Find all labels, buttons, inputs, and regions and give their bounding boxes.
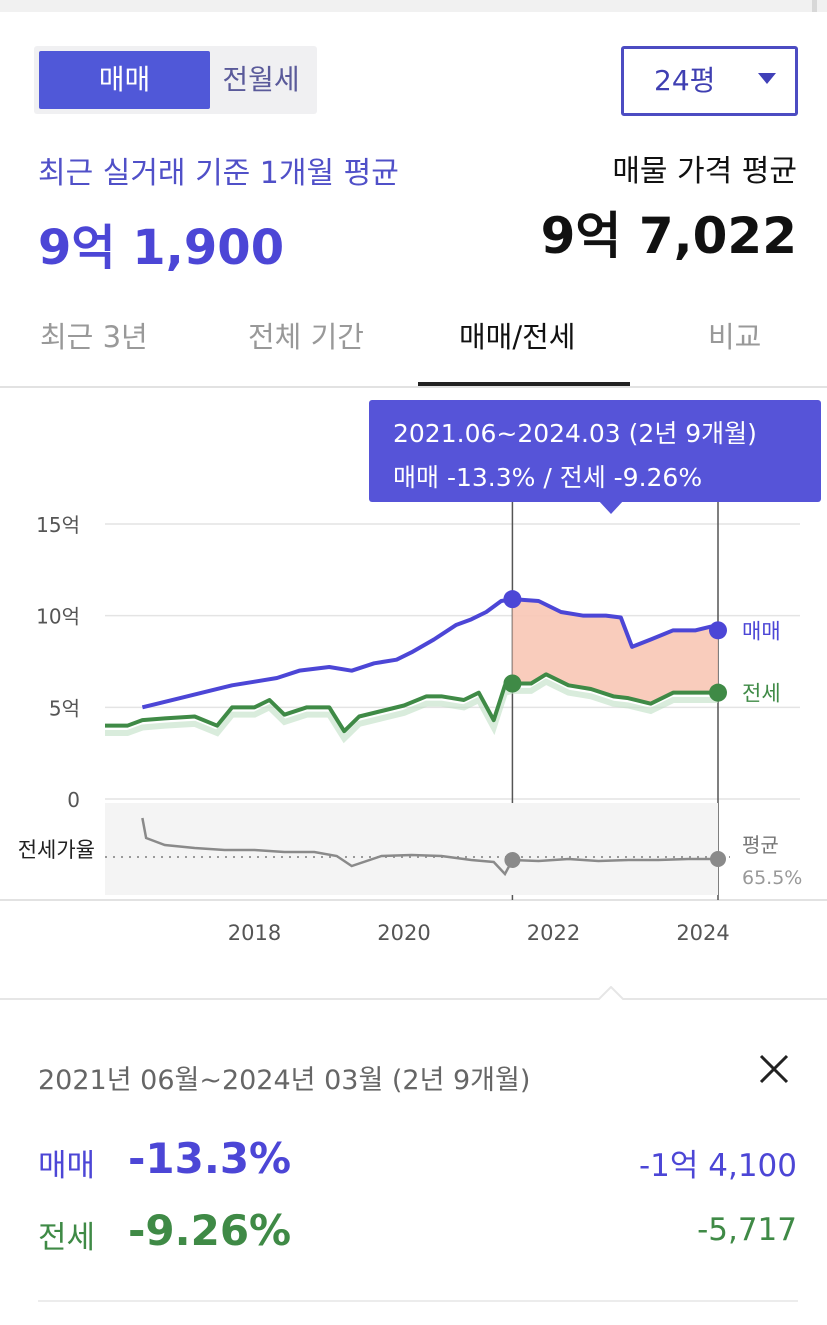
ratio-average-label: 평균 [742,833,779,857]
sale-series-line [141,597,719,710]
ratio-sub-chart [105,803,730,895]
series-markers [503,590,727,868]
y-tick-label: 5억 [49,696,80,720]
detail-period: 2021년 06월~2024년 03월 (2년 9개월) [38,1065,531,1096]
tooltip-change: 매매 -13.3% / 전세 -9.26% [393,463,703,492]
series-lines [105,597,719,744]
section-divider [0,998,827,1000]
recent-average-label: 최근 실거래 기준 1개월 평균 [38,156,399,191]
scrollbar-edge[interactable] [812,0,817,12]
sale-change-label: 매매 [38,1148,96,1184]
deal-type-toggle: 매매 전월세 [34,46,317,114]
sale-change-percent: -13.3% [128,1134,292,1183]
size-dropdown[interactable]: 24평 [621,46,798,116]
listing-average-value: 9억 7,022 [540,207,797,265]
close-icon[interactable] [757,1052,791,1086]
tab-all-period[interactable]: 전체 기간 [248,320,364,354]
x-tick-label: 2020 [377,921,430,945]
highlight-range-area [512,599,718,704]
sale-change-amount: -1억 4,100 [638,1148,797,1184]
y-tick-label: 10억 [36,605,80,629]
tab-recent-3-years[interactable]: 최근 3년 [40,320,148,354]
ratio-label: 전세가율 [18,838,95,862]
range-tooltip: 2021.06~2024.03 (2년 9개월) 매매 -13.3% / 전세 … [369,400,821,502]
tab-sale-jeonse[interactable]: 매매/전세 [459,320,576,354]
divider-notch [598,986,624,1000]
period-tabs: 최근 3년 전체 기간 매매/전세 비교 [0,296,827,388]
jeonse-end-point [709,683,727,702]
ratio-end-point [710,851,726,867]
y-tick-label: 0 [67,788,80,812]
jeonse-start-point [503,674,522,693]
jeonse-change-percent: -9.26% [128,1206,292,1255]
sale-end-point [709,621,727,640]
jeonse-change-label: 전세 [38,1220,96,1256]
tooltip-arrow [598,500,624,514]
range-fill [512,599,718,704]
top-scroll-strip [0,0,827,12]
jeonse-end-label: 전세 [742,682,781,706]
active-tab-underline [418,382,630,386]
size-dropdown-value: 24평 [654,64,716,97]
bottom-divider [38,1300,798,1302]
x-tick-label: 2022 [527,921,580,945]
jeonse-series-line [105,672,718,734]
tab-compare[interactable]: 비교 [708,320,762,354]
sale-start-point [503,590,522,609]
jeonse-range-band [105,678,718,744]
deal-type-sale-button[interactable]: 매매 [39,51,210,109]
ratio-series-line [141,817,718,877]
tooltip-period: 2021.06~2024.03 (2년 9개월) [393,419,757,448]
ratio-average-value: 65.5% [742,867,802,889]
x-tick-label: 2024 [676,921,729,945]
recent-average-value: 9억 1,900 [38,220,285,276]
jeonse-change-amount: -5,717 [697,1212,797,1248]
caret-down-icon [758,73,776,84]
ratio-start-point [504,852,521,868]
deal-type-rent-button[interactable]: 전월세 [222,63,300,96]
sale-end-label: 매매 [742,619,781,643]
x-tick-label: 2018 [228,921,281,945]
y-tick-label: 15억 [36,513,80,537]
listing-average-label: 매물 가격 평균 [612,154,797,189]
